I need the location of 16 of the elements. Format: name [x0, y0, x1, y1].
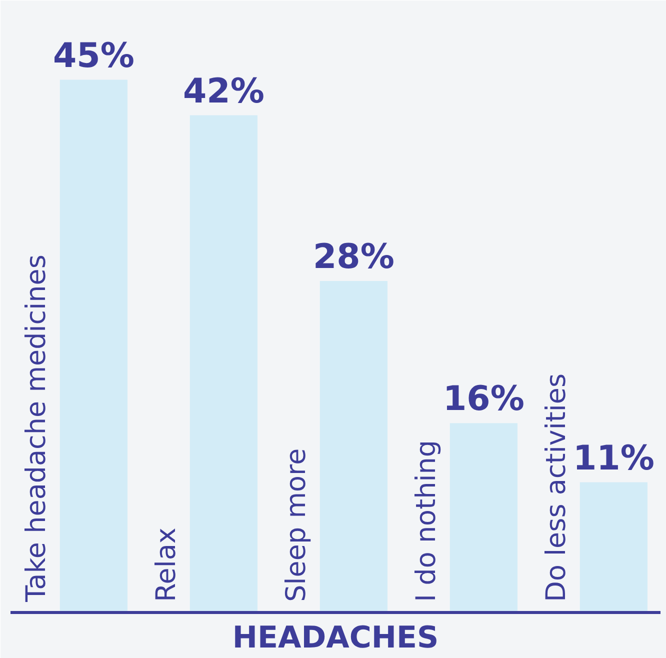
x-tick-label: Relax	[151, 528, 182, 602]
x-tick-label: I do nothing	[411, 440, 442, 602]
data-label: 11%	[573, 438, 654, 478]
data-label: 42%	[183, 71, 264, 112]
bar	[450, 423, 518, 612]
bar	[320, 281, 388, 612]
data-label: 28%	[313, 237, 394, 278]
x-tick-label: Do less activities	[541, 373, 572, 602]
bar	[60, 80, 128, 612]
bar	[190, 115, 258, 612]
data-label: 45%	[53, 36, 134, 76]
x-axis-title: HEADACHES	[232, 620, 439, 656]
data-label: 16%	[443, 379, 524, 420]
bar	[580, 482, 648, 612]
x-tick-label: Sleep more	[281, 448, 312, 602]
x-tick-label: Take headache medicines	[21, 254, 52, 603]
